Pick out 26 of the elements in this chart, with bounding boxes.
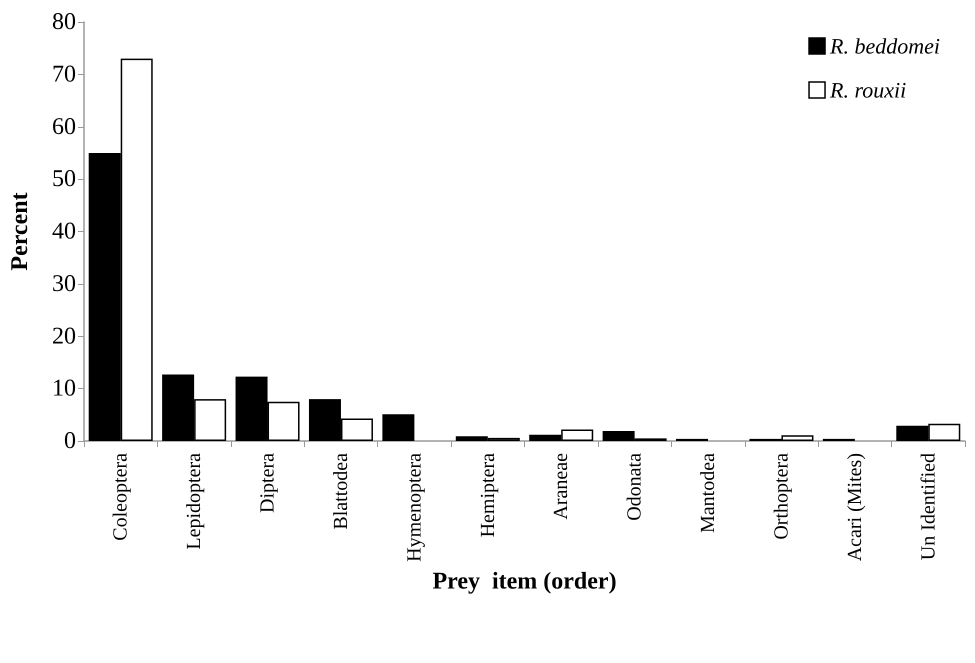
y-tick-label: 50 bbox=[52, 166, 76, 192]
x-tick-label: Blattodea bbox=[330, 452, 352, 530]
x-tick-label: Odonata bbox=[624, 452, 646, 521]
y-tick-label: 70 bbox=[52, 61, 76, 88]
x-tick-label: Coleoptera bbox=[110, 452, 132, 541]
legend-label: R. beddomei bbox=[829, 34, 940, 58]
legend-label: R. rouxii bbox=[829, 78, 906, 102]
y-tick-label: 40 bbox=[52, 218, 76, 244]
x-tick-label: Lepidoptera bbox=[183, 452, 206, 550]
y-tick-label: 10 bbox=[52, 376, 76, 402]
y-tick-label: 60 bbox=[52, 114, 76, 140]
y-tick-label: 20 bbox=[52, 323, 76, 350]
y-tick-label: 30 bbox=[52, 270, 76, 297]
x-tick-label: Hemiptera bbox=[476, 452, 499, 538]
x-axis-title: Prey item (order) bbox=[432, 568, 617, 595]
x-tick-label: Diptera bbox=[256, 452, 279, 513]
y-axis-title: Percent bbox=[7, 192, 33, 271]
x-tick-label: Orthoptera bbox=[770, 452, 792, 540]
x-tick-label: Un Identified bbox=[917, 453, 940, 560]
x-tick-label: Araneae bbox=[550, 452, 572, 520]
x-tick-label: Hymenoptera bbox=[403, 452, 426, 562]
x-tick-label: Mantodea bbox=[697, 452, 720, 533]
bar bbox=[382, 414, 414, 441]
y-tick-label: 80 bbox=[52, 9, 76, 35]
y-tick-label: 0 bbox=[64, 428, 76, 454]
x-tick-label: Acari (Mites) bbox=[844, 453, 866, 562]
